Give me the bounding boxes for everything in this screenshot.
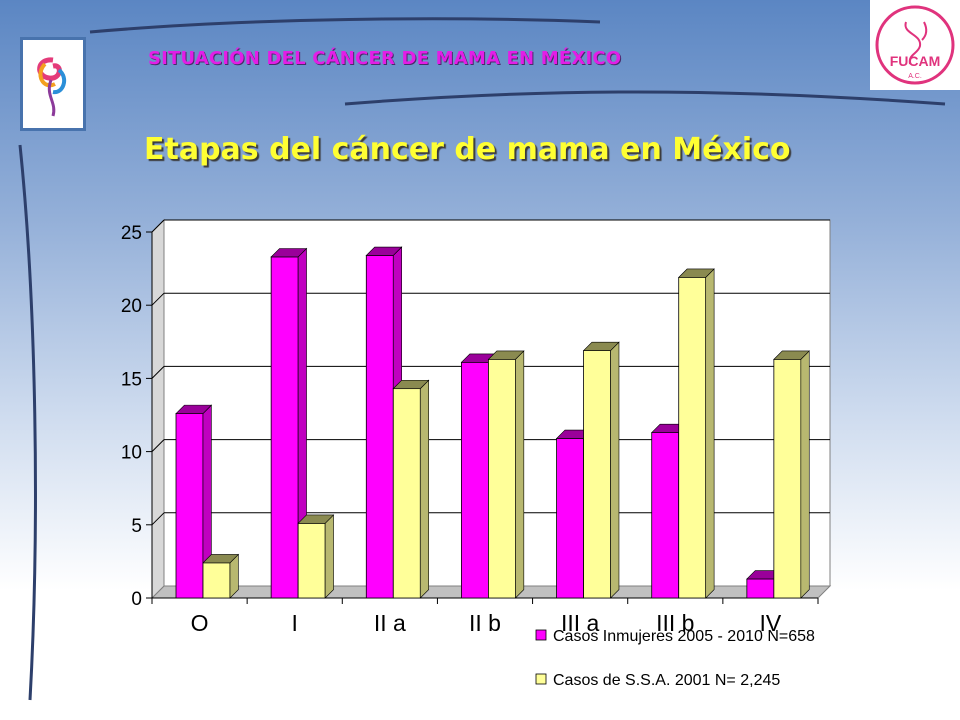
bar-side: [705, 268, 715, 599]
bar-front: [651, 432, 680, 599]
bar-front: [202, 562, 231, 599]
gridline-diagonal: [151, 292, 165, 306]
y-tick-label: 20: [121, 296, 142, 317]
bar-front: [556, 438, 584, 599]
gridline-diagonal: [151, 439, 165, 452]
bar-side: [515, 350, 525, 599]
bar-front: [583, 350, 611, 599]
fucam-logo-icon: FUCAM A.C.: [875, 5, 955, 85]
y-tick-label: 15: [121, 369, 142, 390]
bar-top: [677, 268, 715, 278]
plot-side-wall: [151, 218, 165, 600]
y-tick-label: 5: [131, 516, 142, 537]
bar-top: [582, 341, 620, 351]
bar-front: [270, 256, 299, 599]
bar-top: [175, 404, 213, 414]
gridline-diagonal: [151, 512, 165, 526]
bar-front: [488, 358, 516, 599]
gridline-diagonal: [151, 366, 165, 379]
y-tick-label: 25: [121, 223, 142, 244]
slide-title: Etapas del cáncer de mama en México: [144, 132, 791, 167]
bar-front: [297, 522, 326, 599]
bar-side: [419, 379, 429, 599]
bar-top: [487, 350, 525, 360]
brush-stroke-right: [344, 90, 946, 106]
bar-top: [270, 248, 308, 258]
swirl-logo-icon: [37, 57, 67, 117]
bar-front: [746, 578, 775, 599]
x-category-label: III b: [656, 610, 694, 636]
bar-front: [678, 276, 707, 599]
x-category-label: O: [191, 610, 209, 636]
legend-swatch: [535, 629, 547, 641]
bar-front: [365, 255, 394, 599]
bar-front: [175, 413, 204, 599]
legend-swatch: [535, 673, 547, 685]
bar-side: [324, 514, 334, 599]
x-category-label: III a: [561, 610, 600, 636]
x-category-label: II b: [469, 610, 501, 636]
brush-stroke-left: [18, 144, 37, 701]
y-tick-label: 0: [131, 589, 142, 610]
x-category-label: I: [292, 610, 298, 636]
slide-heading: SITUACIÓN DEL CÁNCER DE MAMA EN MÉXICO: [148, 48, 622, 69]
bar-top: [365, 246, 403, 256]
logo-right: FUCAM A.C.: [870, 0, 960, 90]
bar-top: [392, 379, 430, 389]
bar-side: [610, 341, 620, 599]
brush-stroke-top: [89, 17, 601, 34]
x-category-label: II a: [374, 610, 406, 636]
bar-top: [297, 514, 335, 524]
bar-front: [392, 388, 421, 599]
y-tick-label: 10: [121, 443, 142, 464]
logo-left: [20, 37, 86, 131]
x-category-label: IV: [760, 610, 782, 636]
legend-label: Casos de S.S.A. 2001 N= 2,245: [553, 672, 780, 689]
legend-label: Casos Inmujeres 2005 - 2010 N=658: [553, 628, 815, 645]
bar-side: [800, 350, 810, 599]
fucam-logo-subtext: A.C.: [908, 73, 922, 80]
fucam-logo-text: FUCAM: [890, 53, 941, 69]
bar-top: [773, 350, 810, 360]
bar-front: [461, 361, 489, 599]
bar-top: [202, 554, 240, 564]
bar-front: [773, 358, 802, 599]
gridline-diagonal: [151, 219, 165, 233]
